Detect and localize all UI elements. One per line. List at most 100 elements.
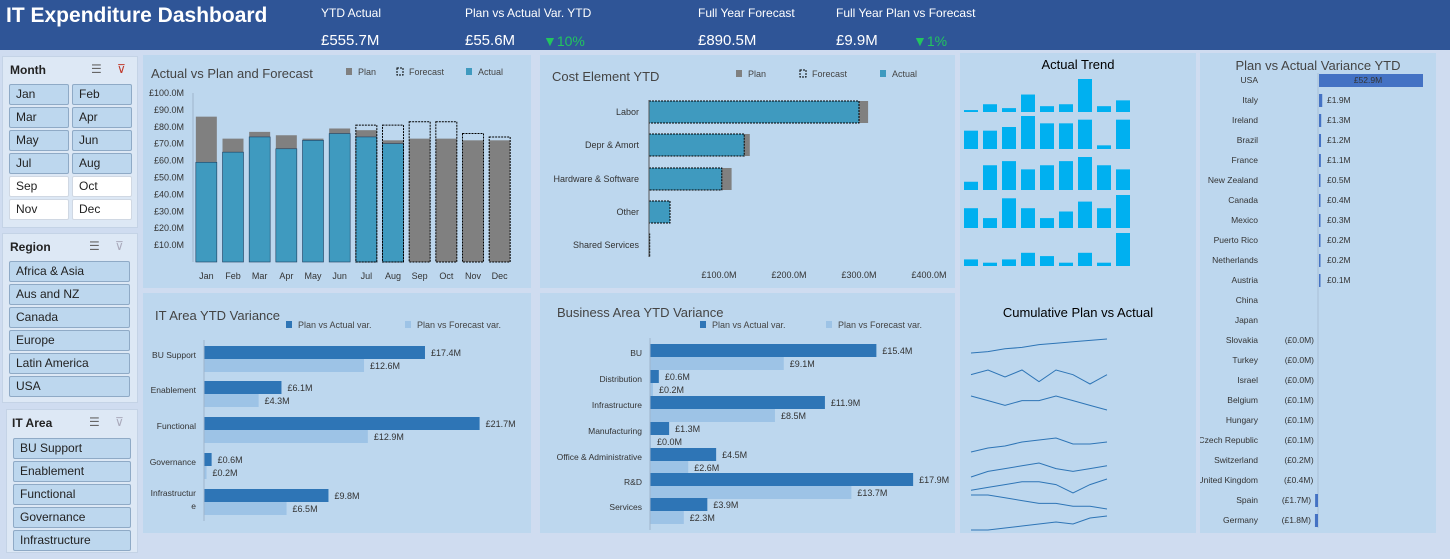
region-aus-nz[interactable]: Aus and NZ xyxy=(9,284,130,305)
legend-plan-forecast-swatch xyxy=(826,321,832,328)
y-tick-label: Governance xyxy=(150,457,197,467)
country-label: Switzerland xyxy=(1214,455,1258,465)
triangle-down-icon: ▼ xyxy=(543,33,557,49)
it-area-bu-support[interactable]: BU Support xyxy=(13,438,131,459)
trend-bar xyxy=(1021,116,1035,149)
trend-bar xyxy=(1116,233,1130,266)
month-jun[interactable]: Jun xyxy=(72,130,132,151)
it-area-slicer-title: IT Area xyxy=(12,416,53,430)
trend-panel: Actual Trend Cumulative Plan vs Actual xyxy=(960,53,1196,533)
variance-bar xyxy=(1319,94,1323,107)
variance-bar xyxy=(1319,74,1423,87)
actual-bar xyxy=(382,143,404,263)
y-tick-label: R&D xyxy=(624,477,642,487)
clear-filter-icon[interactable]: ⊽ xyxy=(117,62,126,76)
x-tick-label: £200.0M xyxy=(771,270,806,280)
region-latin-america[interactable]: Latin America xyxy=(9,353,130,374)
data-label: (£1.8M) xyxy=(1282,515,1311,525)
month-slicer: Month ☰ ⊽ Jan Feb Mar Apr May Jun Jul Au… xyxy=(2,56,138,228)
cumulative-line xyxy=(971,515,1108,531)
data-label: £12.6M xyxy=(370,361,400,371)
month-mar[interactable]: Mar xyxy=(9,107,69,128)
x-tick-label: Nov xyxy=(465,271,482,281)
country-label: Puerto Rico xyxy=(1214,235,1259,245)
data-label: £17.9M xyxy=(919,475,949,485)
actual-plan-forecast-chart: Plan Forecast Actual £10.0M £20.0M £30.0M £40.… xyxy=(149,67,511,281)
plan-actual-bar xyxy=(204,346,425,359)
data-label: £2.3M xyxy=(690,513,715,523)
plan-actual-bar xyxy=(204,489,329,502)
cumulative-line xyxy=(970,462,1108,478)
it-area-governance[interactable]: Governance xyxy=(13,507,131,528)
forecast-bar xyxy=(435,121,458,263)
plan-bar xyxy=(489,140,511,262)
month-feb[interactable]: Feb xyxy=(72,84,132,105)
data-label: £1.9M xyxy=(1327,95,1351,105)
month-oct[interactable]: Oct xyxy=(72,176,132,197)
it-area-functional[interactable]: Functional xyxy=(13,484,131,505)
trend-bar xyxy=(1078,201,1092,228)
data-label: (£0.4M) xyxy=(1284,475,1313,485)
actual-bar xyxy=(195,161,218,263)
y-tick-label: Distribution xyxy=(599,374,642,384)
data-label: £0.2M xyxy=(659,385,684,395)
actual-bar xyxy=(649,134,745,156)
variance-bar xyxy=(1319,174,1321,187)
month-dec[interactable]: Dec xyxy=(72,199,132,220)
multi-select-icon[interactable]: ☰ xyxy=(91,62,102,76)
variance-bar xyxy=(1319,234,1321,247)
y-tick-label: Infrastructure xyxy=(592,400,642,410)
month-aug[interactable]: Aug xyxy=(72,153,132,174)
it-area-infrastructure[interactable]: Infrastructure xyxy=(13,530,131,551)
data-label: £0.4M xyxy=(1327,195,1351,205)
multi-select-icon[interactable]: ☰ xyxy=(89,415,100,429)
data-label: £52.9M xyxy=(1354,75,1382,85)
region-europe[interactable]: Europe xyxy=(9,330,130,351)
variance-bar xyxy=(1314,514,1318,527)
it-area-slicer: IT Area ☰ ⊽ BU Support Enablement Functi… xyxy=(6,409,138,553)
cumulative-line xyxy=(971,494,1108,510)
data-label: £0.2M xyxy=(213,468,238,478)
month-may[interactable]: May xyxy=(9,130,69,151)
actual-bar xyxy=(649,201,670,223)
kpi-plan-forecast-delta: ▼1% xyxy=(913,33,948,49)
trend-bar xyxy=(1021,208,1035,228)
data-label: (£0.0M) xyxy=(1285,375,1314,385)
trend-bar xyxy=(964,259,978,266)
trend-bar xyxy=(1078,119,1092,149)
data-label: (£0.1M) xyxy=(1285,435,1314,445)
region-usa[interactable]: USA xyxy=(9,376,130,397)
trend-bar xyxy=(1021,94,1035,112)
month-jul[interactable]: Jul xyxy=(9,153,69,174)
country-label: Mexico xyxy=(1231,215,1258,225)
trend-bar xyxy=(983,130,997,149)
plan-forecast-bar xyxy=(204,394,259,407)
trend-bar xyxy=(964,181,978,190)
country-label: Czech Republic xyxy=(1200,435,1259,445)
month-nov[interactable]: Nov xyxy=(9,199,69,220)
variance-bar xyxy=(1319,154,1321,167)
it-area-enablement[interactable]: Enablement xyxy=(13,461,131,482)
trend-bar xyxy=(1040,256,1054,266)
y-tick-label: £80.0M xyxy=(154,122,184,132)
region-canada[interactable]: Canada xyxy=(9,307,130,328)
y-tick-label: £20.0M xyxy=(154,223,184,233)
legend-plan-actual-swatch xyxy=(700,321,706,328)
clear-filter-icon[interactable]: ⊽ xyxy=(115,415,124,429)
month-apr[interactable]: Apr xyxy=(72,107,132,128)
variance-bar xyxy=(1319,214,1321,227)
clear-filter-icon[interactable]: ⊽ xyxy=(115,239,124,253)
multi-select-icon[interactable]: ☰ xyxy=(89,239,100,253)
cumulative-line xyxy=(970,338,1108,354)
trend-bar xyxy=(964,130,978,149)
plan-actual-bar xyxy=(650,448,717,461)
variance-bar xyxy=(1315,494,1318,507)
y-tick-label: Depr & Amort xyxy=(585,140,640,150)
trend-bar xyxy=(1078,252,1092,266)
region-africa-asia[interactable]: Africa & Asia xyxy=(9,261,130,282)
y-tick-label: £60.0M xyxy=(154,156,184,166)
month-jan[interactable]: Jan xyxy=(9,84,69,105)
trend-bar xyxy=(964,110,978,112)
kpi-plan-actual-label: Plan vs Actual Var. YTD xyxy=(465,6,592,20)
month-sep[interactable]: Sep xyxy=(9,176,69,197)
